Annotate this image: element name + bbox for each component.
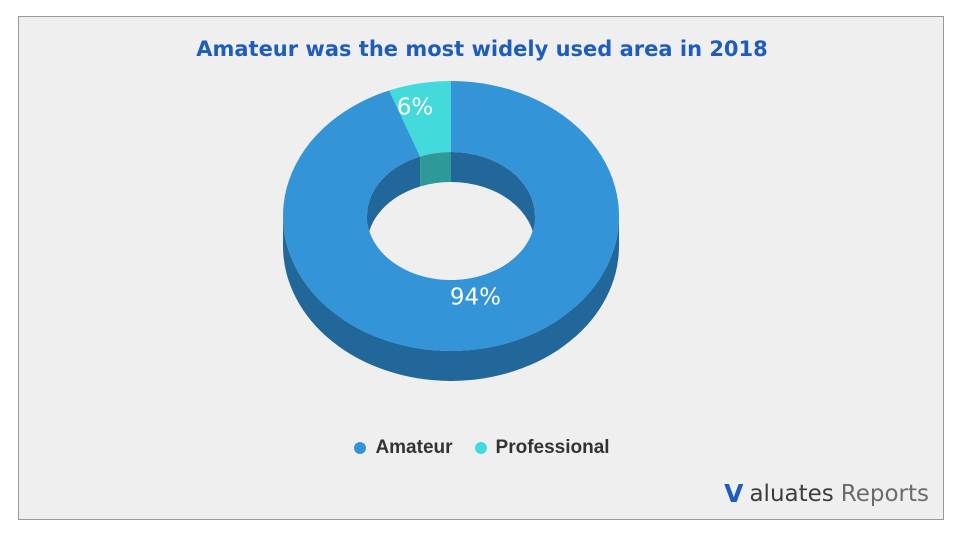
- legend-dot-amateur: [354, 442, 367, 454]
- donut-top: [283, 81, 620, 351]
- donut-chart: 94% 6%: [283, 81, 620, 381]
- donut-slice-professional: [389, 81, 451, 157]
- donut-inner-side-professional: [420, 152, 451, 187]
- chart-title: Amateur was the most widely used area in…: [196, 37, 768, 61]
- donut-labels: 94% 6%: [397, 95, 501, 311]
- legend-dot-professional: [474, 442, 487, 454]
- donut-sides: [283, 152, 619, 381]
- donut-inner-side-amateur: [367, 156, 421, 246]
- donut-inner-side-amateur: [451, 152, 535, 246]
- legend-item-amateur[interactable]: Amateur: [354, 437, 453, 459]
- brand-logo: V aluates Reports: [724, 479, 929, 508]
- chart-frame: Amateur was the most widely used area in…: [18, 16, 944, 520]
- legend-label-amateur: Amateur: [375, 437, 453, 458]
- donut-slice-amateur: [283, 81, 620, 351]
- legend-label-professional: Professional: [495, 437, 610, 458]
- legend: Amateur Professional: [19, 437, 945, 459]
- brand-suffix: Reports: [840, 480, 929, 507]
- legend-item-professional[interactable]: Professional: [474, 437, 610, 459]
- donut-outer-side-amateur: [283, 216, 619, 381]
- brand-name: aluates: [749, 480, 834, 507]
- valuates-logo-icon: V: [724, 479, 744, 508]
- data-label-amateur: 94%: [450, 285, 501, 311]
- data-label-professional: 6%: [397, 95, 434, 121]
